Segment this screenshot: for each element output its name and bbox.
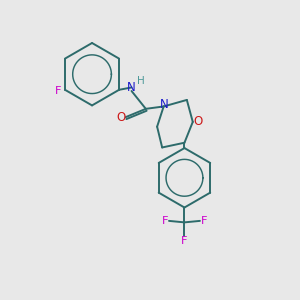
Text: O: O xyxy=(116,111,126,124)
Text: F: F xyxy=(181,236,188,246)
Text: F: F xyxy=(162,216,168,226)
Text: F: F xyxy=(55,86,62,96)
Text: N: N xyxy=(127,81,136,94)
Text: N: N xyxy=(160,98,169,111)
Text: F: F xyxy=(201,216,207,226)
Text: H: H xyxy=(136,76,144,86)
Text: O: O xyxy=(194,115,203,128)
